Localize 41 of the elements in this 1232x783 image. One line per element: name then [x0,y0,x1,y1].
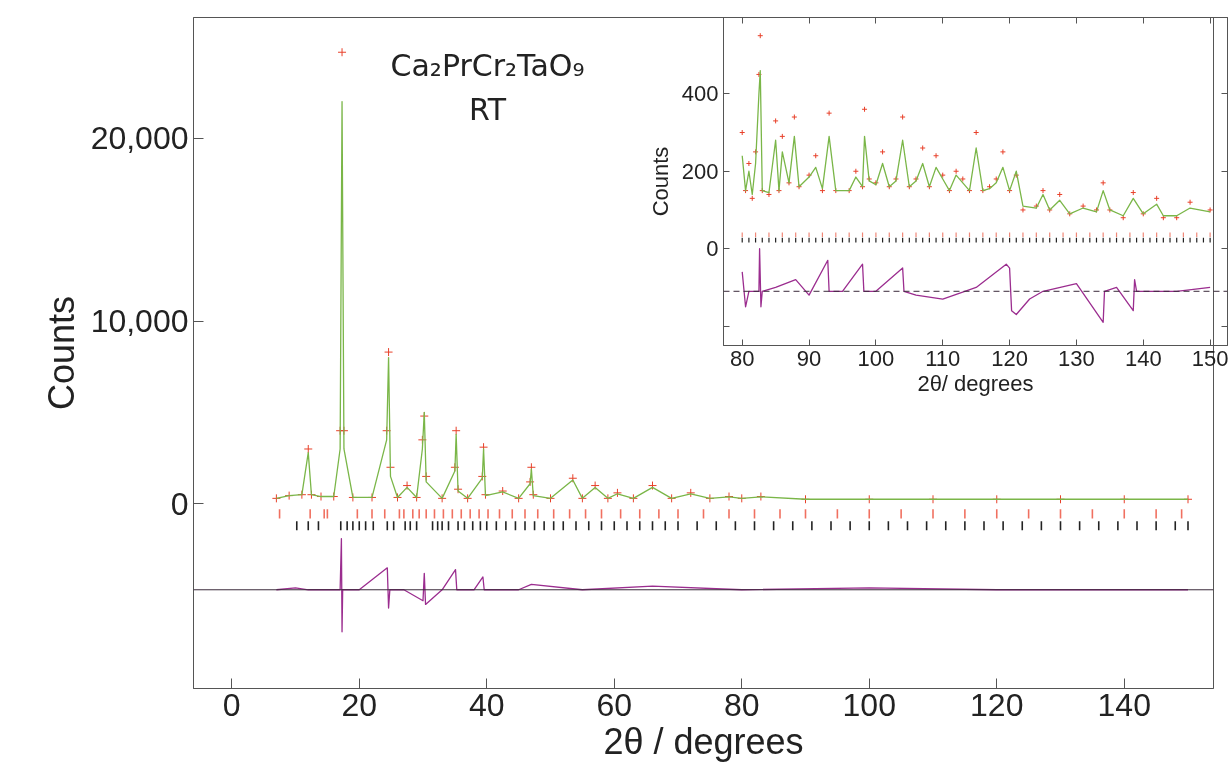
line-series [275,100,1189,500]
x-tick-label: 60 [596,686,633,723]
point [498,486,508,496]
x-tick-label: 120 [970,686,1024,723]
x-tick-label: 40 [468,686,505,723]
point [337,47,347,57]
y-tick-label: 400 [681,81,719,107]
x-tick-label: 0 [222,686,241,723]
x-tick-label: 100 [857,345,895,371]
point [384,347,394,357]
y-tick-label: 20,000 [90,120,189,157]
x-tick-label: 80 [723,686,760,723]
x-axis-title: 2θ / degrees [603,720,804,762]
point [686,488,696,498]
x-tick-label: 90 [796,345,822,371]
y-tick-label: 10,000 [90,303,189,339]
annotation: Ca₂PrCr₂TaO₉ [390,48,585,83]
y-axis-title: Counts [40,295,82,411]
y-tick-label: 200 [681,158,719,184]
x-tick-label: 120 [991,345,1028,371]
x-tick-label: 80 [729,345,755,371]
line-series [741,69,1211,217]
x-tick-label: 140 [1124,345,1162,371]
y-tick-label: 0 [170,485,189,522]
point [603,493,613,503]
point [590,481,600,491]
x-tick-label: 130 [1058,345,1095,371]
x-tick-label: 110 [925,345,961,371]
y-tick-label: 0 [706,236,719,262]
point [525,477,535,487]
y-axis-title: Counts [647,146,673,217]
point [402,481,412,491]
annotation: RT [469,92,507,127]
point [437,493,447,503]
line-series [741,248,1211,323]
point [612,488,622,498]
x-tick-label: 140 [1097,686,1151,723]
point [303,444,313,454]
x-tick-label: 100 [842,686,896,723]
x-tick-label: 20 [341,686,378,723]
x-axis-title: 2θ/ degrees [917,370,1034,396]
